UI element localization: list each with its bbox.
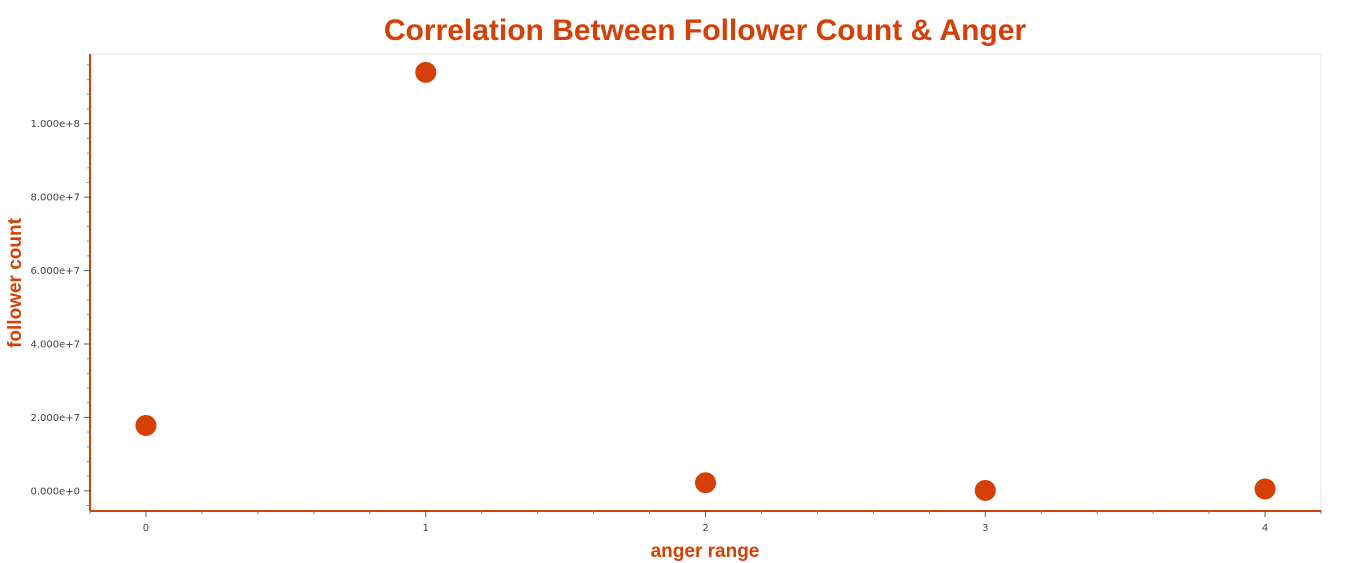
data-point [695,472,716,494]
x-axis-label: anger range [651,541,760,562]
y-tick-label: 4.000e+7 [30,339,80,350]
x-tick-label: 0 [143,523,149,534]
x-tick-label: 1 [423,523,429,534]
chart-title: Correlation Between Follower Count & Ang… [384,14,1027,47]
plot-frame [89,53,1322,512]
data-point [1254,478,1276,500]
y-axis: 0.000e+0 2.000e+7 4.000e+7 6.000e+7 8.000e+7… [30,54,91,511]
y-tick-label: 6.000e+7 [30,266,80,277]
y-tick-label: 0.000e+0 [30,486,80,497]
data-point [415,61,437,83]
data-point [135,414,157,436]
data-point [974,479,996,501]
x-tick-label: 4 [1262,523,1268,534]
y-tick-label: 1.000e+8 [30,119,80,130]
x-tick-label: 2 [702,523,708,534]
y-axis-label: follower count [5,217,26,348]
x-axis: 0 1 2 3 4 [89,510,1322,534]
y-tick-label: 8.000e+7 [30,193,80,204]
y-tick-label: 2.000e+7 [30,413,80,424]
data-points [135,61,1276,501]
x-tick-label: 3 [982,523,988,534]
